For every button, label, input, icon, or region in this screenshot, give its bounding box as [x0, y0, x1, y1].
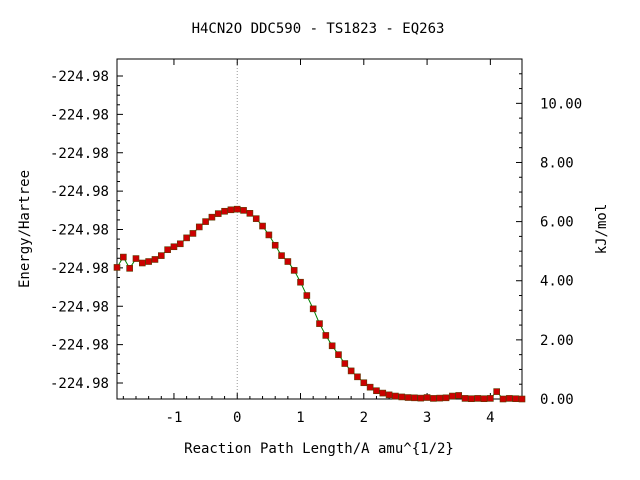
- data-point: [354, 373, 361, 381]
- y-axis-label: Energy/Hartree: [17, 170, 33, 288]
- data-point: [512, 395, 519, 403]
- data-point: [404, 394, 412, 401]
- x-tick-label: 4: [486, 410, 494, 426]
- y2-axis-label: kJ/mol: [594, 204, 610, 255]
- data-point: [113, 264, 121, 271]
- x-axis-label: Reaction Path Length/A amu^{1/2}: [184, 441, 454, 457]
- x-tick-label: 0: [233, 410, 241, 426]
- data-point: [233, 205, 241, 213]
- y-tick-label-right: 4.00: [540, 274, 574, 290]
- data-point: [208, 213, 216, 221]
- data-point: [417, 394, 425, 402]
- data-point: [252, 215, 260, 222]
- data-point: [335, 351, 342, 358]
- data-point: [120, 253, 127, 261]
- x-tick-label: 1: [296, 410, 304, 426]
- data-point: [379, 389, 387, 397]
- x-tick-label: 3: [423, 410, 431, 426]
- y-tick-label-left: -224.98: [50, 299, 109, 315]
- data-point: [151, 256, 159, 263]
- data-point: [430, 395, 437, 402]
- data-point: [297, 278, 304, 286]
- data-point: [227, 206, 235, 214]
- data-point: [436, 394, 444, 402]
- data-point: [176, 240, 184, 248]
- data-point: [316, 320, 323, 327]
- data-point: [265, 231, 273, 239]
- data-point: [493, 388, 500, 395]
- data-point: [487, 395, 494, 402]
- y-tick-label-left: -224.98: [50, 184, 109, 200]
- data-point: [468, 395, 475, 403]
- data-point: [126, 265, 133, 272]
- data-point: [480, 395, 488, 403]
- y-tick-label-left: -224.98: [50, 107, 109, 123]
- data-point: [259, 222, 266, 230]
- y-tick-label-right: 2.00: [540, 333, 574, 349]
- data-point: [309, 305, 317, 313]
- data-point: [170, 243, 178, 251]
- data-point: [189, 230, 197, 237]
- data-point: [423, 394, 431, 401]
- data-point: [145, 258, 152, 265]
- data-point: [271, 241, 279, 249]
- data-point: [366, 383, 374, 391]
- data-point: [240, 207, 247, 214]
- data-point: [202, 218, 209, 225]
- y-tick-label-right: 6.00: [540, 215, 574, 231]
- y-tick-label-left: -224.98: [50, 146, 109, 162]
- y-tick-label-left: -224.98: [50, 261, 109, 277]
- data-point: [499, 395, 507, 403]
- data-point: [214, 210, 222, 217]
- data-point: [398, 393, 406, 401]
- data-point: [139, 259, 146, 267]
- data-point: [195, 223, 203, 231]
- y-tick-label-left: -224.98: [50, 69, 109, 85]
- y-tick-label-left: -224.98: [50, 338, 109, 354]
- data-point: [328, 342, 336, 350]
- x-tick-label: 2: [360, 410, 368, 426]
- data-point: [392, 392, 399, 400]
- data-point: [449, 392, 456, 400]
- data-point: [278, 252, 285, 259]
- data-point: [341, 360, 349, 367]
- data-point: [290, 267, 298, 274]
- data-point: [347, 367, 355, 375]
- data-point: [455, 392, 463, 399]
- series-line: [116, 208, 523, 400]
- data-point: [322, 332, 330, 339]
- data-point: [461, 395, 469, 402]
- data-point: [221, 207, 228, 215]
- data-point: [246, 210, 254, 217]
- data-point: [474, 395, 482, 402]
- chart-title: H4CN2O DDC590 - TS1823 - EQ263: [192, 21, 445, 37]
- data-point: [373, 387, 380, 395]
- y-tick-label-left: -224.98: [50, 376, 109, 392]
- plot-frame: [116, 58, 523, 400]
- x-tick-label: -1: [166, 410, 183, 426]
- data-point: [506, 395, 513, 402]
- data-point: [164, 246, 171, 253]
- data-point: [284, 258, 292, 265]
- y-tick-label-right: 8.00: [540, 155, 574, 171]
- data-point: [411, 394, 418, 402]
- data-point: [442, 394, 450, 402]
- data-point: [518, 395, 526, 403]
- data-point: [183, 234, 190, 242]
- data-point: [385, 391, 393, 399]
- y-tick-label-right: 0.00: [540, 392, 574, 408]
- data-point: [157, 252, 165, 259]
- data-point: [360, 379, 368, 387]
- data-point: [132, 255, 140, 262]
- data-point: [303, 292, 311, 299]
- y-tick-label-left: -224.98: [50, 223, 109, 239]
- y-tick-label-right: 10.00: [540, 96, 582, 112]
